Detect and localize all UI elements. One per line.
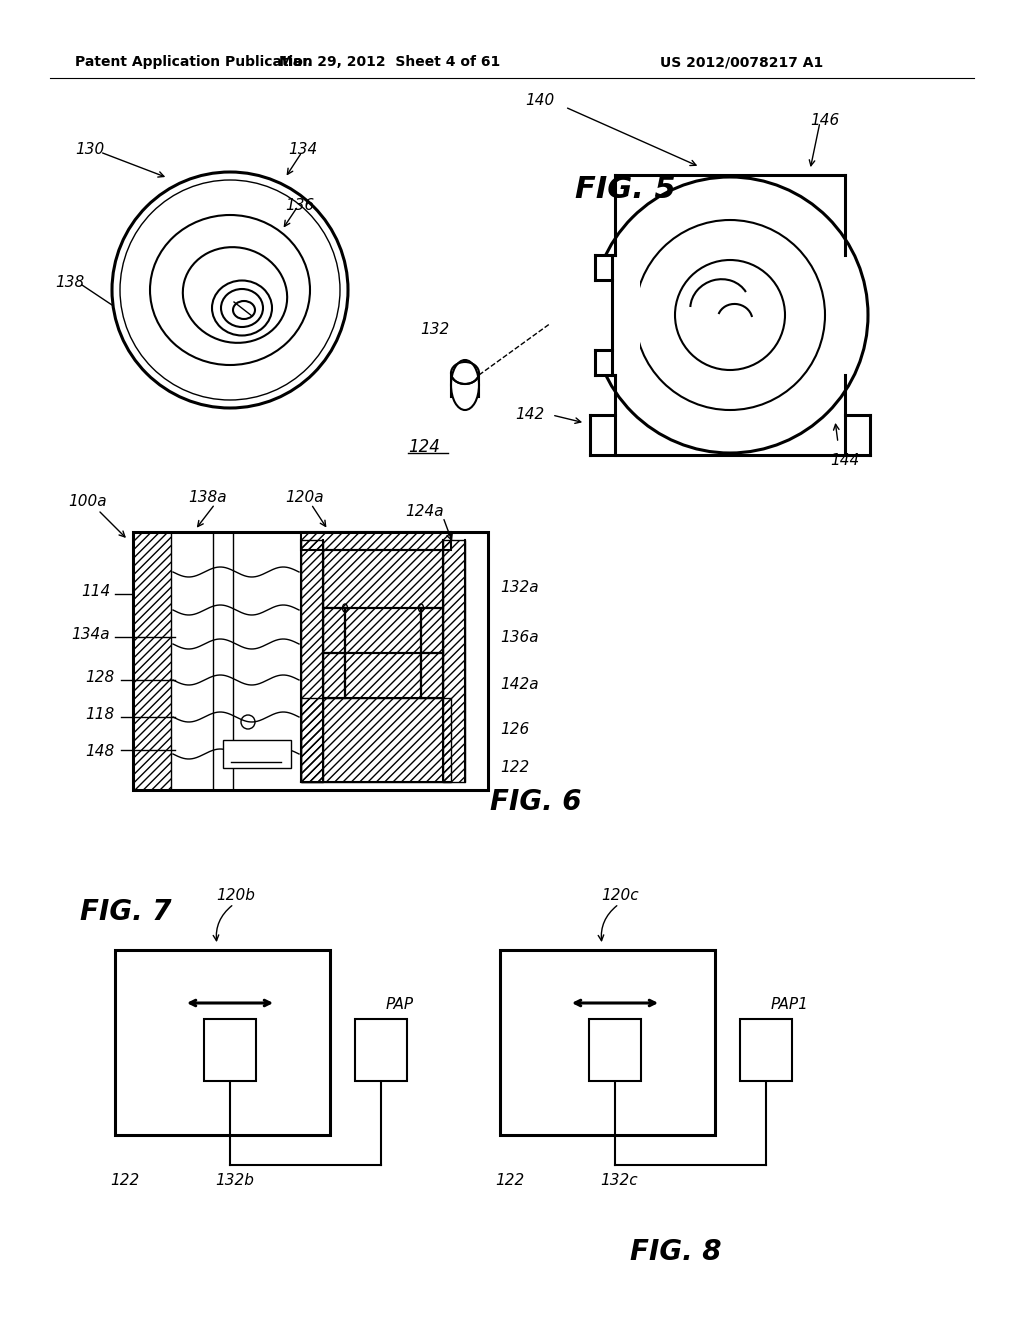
- Text: 132: 132: [420, 322, 450, 337]
- Text: 138: 138: [55, 275, 84, 290]
- Text: 120b: 120b: [216, 888, 255, 903]
- Text: 142: 142: [515, 407, 544, 422]
- Bar: [550, 255, 610, 375]
- Bar: [323, 653, 345, 698]
- Text: FIG. 8: FIG. 8: [630, 1238, 722, 1266]
- Bar: [301, 532, 451, 550]
- Text: 130: 130: [75, 143, 104, 157]
- Bar: [500, 950, 715, 1135]
- Text: US 2012/0078217 A1: US 2012/0078217 A1: [660, 55, 823, 69]
- Text: 136a: 136a: [500, 630, 539, 645]
- Bar: [589, 1019, 641, 1081]
- Text: 136: 136: [285, 198, 314, 213]
- Text: 138a: 138a: [188, 490, 226, 506]
- Text: 120c: 120c: [601, 888, 639, 903]
- Bar: [345, 653, 421, 698]
- Bar: [355, 1019, 407, 1081]
- Text: 140: 140: [525, 92, 554, 108]
- Text: FIG. 5: FIG. 5: [575, 176, 676, 205]
- Bar: [204, 1019, 256, 1081]
- Text: 134: 134: [288, 143, 317, 157]
- Bar: [323, 609, 345, 653]
- Text: 142a: 142a: [500, 677, 539, 692]
- Text: Patent Application Publication: Patent Application Publication: [75, 55, 312, 69]
- Bar: [443, 540, 465, 781]
- Text: 120a: 120a: [285, 490, 324, 506]
- Bar: [301, 540, 323, 781]
- Text: 134a: 134a: [71, 627, 110, 642]
- Bar: [223, 741, 291, 768]
- Text: 116: 116: [244, 747, 270, 762]
- Bar: [133, 532, 171, 789]
- Text: FIG. 7: FIG. 7: [80, 898, 171, 927]
- Text: 148: 148: [85, 744, 115, 759]
- Bar: [740, 1019, 792, 1081]
- Text: PAP1: PAP1: [771, 997, 809, 1012]
- Text: 122: 122: [500, 760, 529, 775]
- Bar: [600, 255, 640, 375]
- Text: 144: 144: [830, 453, 859, 469]
- Text: 122: 122: [110, 1173, 139, 1188]
- Text: 100a: 100a: [68, 494, 106, 510]
- Text: FIG. 6: FIG. 6: [490, 788, 582, 816]
- Text: 124a: 124a: [406, 504, 443, 519]
- Text: 122: 122: [495, 1173, 524, 1188]
- Text: 132b: 132b: [215, 1173, 254, 1188]
- Bar: [301, 698, 451, 781]
- Bar: [323, 550, 443, 609]
- Text: PAP: PAP: [386, 997, 414, 1012]
- Bar: [421, 653, 443, 698]
- Bar: [115, 950, 330, 1135]
- Text: 146: 146: [810, 114, 840, 128]
- Bar: [133, 532, 488, 789]
- Text: 132c: 132c: [600, 1173, 638, 1188]
- Text: 128: 128: [85, 671, 115, 685]
- Text: 126: 126: [500, 722, 529, 737]
- Bar: [345, 609, 421, 698]
- Text: 114: 114: [81, 583, 111, 599]
- Bar: [345, 609, 421, 653]
- Text: 118: 118: [85, 708, 115, 722]
- Text: 132a: 132a: [500, 579, 539, 595]
- Text: 124: 124: [408, 438, 440, 455]
- Bar: [421, 609, 443, 653]
- Text: Mar. 29, 2012  Sheet 4 of 61: Mar. 29, 2012 Sheet 4 of 61: [280, 55, 501, 69]
